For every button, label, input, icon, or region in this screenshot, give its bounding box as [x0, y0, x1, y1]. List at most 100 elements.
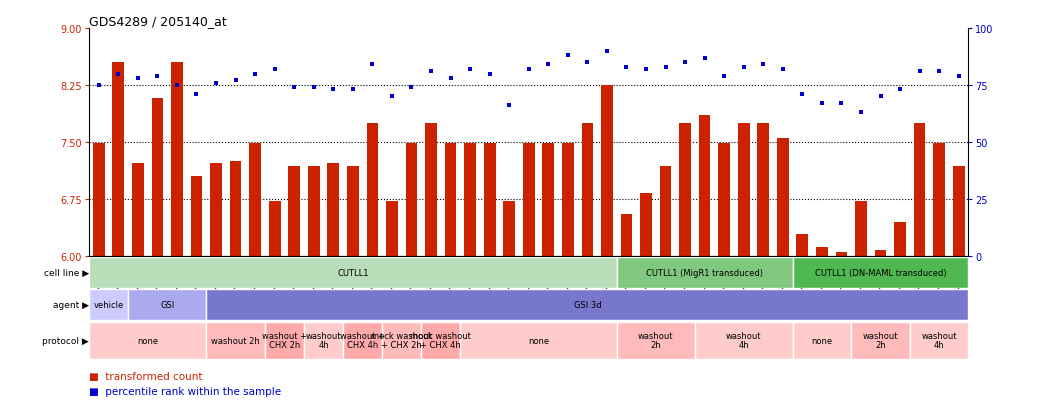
Point: [286, 85, 303, 91]
Point: [676, 59, 693, 66]
Text: washout +
CHX 2h: washout + CHX 2h: [262, 331, 307, 350]
Bar: [112, 63, 125, 256]
Text: GSI 3d: GSI 3d: [574, 301, 601, 309]
Point: [658, 64, 674, 71]
Point: [110, 71, 127, 78]
Text: ■  percentile rank within the sample: ■ percentile rank within the sample: [89, 386, 282, 396]
Text: washout +
CHX 4h: washout + CHX 4h: [340, 331, 385, 350]
Bar: [851, 322, 910, 359]
Bar: [405, 144, 418, 256]
Point: [696, 55, 713, 62]
Bar: [601, 86, 612, 256]
Point: [130, 76, 147, 82]
Point: [951, 73, 967, 80]
Bar: [777, 139, 788, 256]
Point: [755, 62, 772, 69]
Bar: [793, 257, 968, 288]
Bar: [249, 144, 261, 256]
Text: none: none: [528, 336, 549, 345]
Point: [775, 66, 792, 73]
Bar: [522, 144, 535, 256]
Point: [325, 87, 341, 93]
Point: [540, 62, 557, 69]
Point: [794, 91, 810, 98]
Point: [559, 53, 576, 59]
Bar: [617, 257, 793, 288]
Point: [911, 69, 928, 75]
Point: [364, 62, 381, 69]
Bar: [347, 167, 359, 256]
Bar: [229, 161, 242, 256]
Bar: [933, 144, 945, 256]
Point: [383, 94, 400, 100]
Bar: [269, 202, 281, 256]
Bar: [695, 322, 793, 359]
Point: [638, 66, 654, 73]
Bar: [660, 167, 671, 256]
Bar: [89, 290, 128, 320]
Text: GDS4289 / 205140_at: GDS4289 / 205140_at: [89, 15, 227, 28]
Point: [403, 85, 420, 91]
Bar: [89, 322, 206, 359]
Text: washout
4h: washout 4h: [306, 331, 341, 350]
Bar: [757, 123, 770, 256]
Bar: [816, 247, 828, 256]
Bar: [874, 250, 887, 256]
Bar: [89, 257, 617, 288]
Point: [716, 73, 733, 80]
Text: CUTLL1 (MigR1 transduced): CUTLL1 (MigR1 transduced): [646, 268, 763, 277]
Point: [169, 82, 185, 89]
Text: CUTLL1 (DN-MAML transduced): CUTLL1 (DN-MAML transduced): [815, 268, 946, 277]
Bar: [304, 322, 343, 359]
Bar: [680, 123, 691, 256]
Bar: [206, 322, 265, 359]
Text: none: none: [137, 336, 158, 345]
Bar: [386, 202, 398, 256]
Bar: [621, 214, 632, 256]
Point: [618, 64, 634, 71]
Bar: [93, 144, 105, 256]
Bar: [484, 144, 495, 256]
Point: [149, 73, 165, 80]
Point: [266, 66, 283, 73]
Bar: [206, 290, 968, 320]
Point: [500, 103, 517, 109]
Bar: [265, 322, 304, 359]
Bar: [953, 167, 964, 256]
Point: [872, 94, 889, 100]
Bar: [445, 144, 456, 256]
Text: mock washout
+ CHX 4h: mock washout + CHX 4h: [410, 331, 471, 350]
Point: [833, 100, 850, 107]
Bar: [308, 167, 319, 256]
Point: [90, 82, 107, 89]
Text: cell line ▶: cell line ▶: [44, 268, 89, 277]
Bar: [718, 144, 730, 256]
Bar: [464, 144, 476, 256]
Point: [306, 85, 322, 91]
Bar: [343, 322, 382, 359]
Point: [579, 59, 596, 66]
Bar: [914, 123, 926, 256]
Point: [735, 64, 752, 71]
Point: [188, 91, 205, 98]
Bar: [328, 164, 339, 256]
Text: washout
4h: washout 4h: [921, 331, 957, 350]
Bar: [797, 235, 808, 256]
Bar: [382, 322, 421, 359]
Point: [207, 80, 224, 87]
Bar: [793, 322, 851, 359]
Bar: [132, 164, 143, 256]
Bar: [210, 164, 222, 256]
Bar: [191, 177, 202, 256]
Bar: [738, 123, 750, 256]
Point: [931, 69, 948, 75]
Point: [227, 78, 244, 84]
Text: washout
2h: washout 2h: [638, 331, 673, 350]
Text: washout
2h: washout 2h: [863, 331, 898, 350]
Point: [247, 71, 264, 78]
Bar: [617, 322, 695, 359]
Bar: [366, 123, 378, 256]
Point: [344, 87, 361, 93]
Point: [892, 87, 909, 93]
Point: [599, 48, 616, 55]
